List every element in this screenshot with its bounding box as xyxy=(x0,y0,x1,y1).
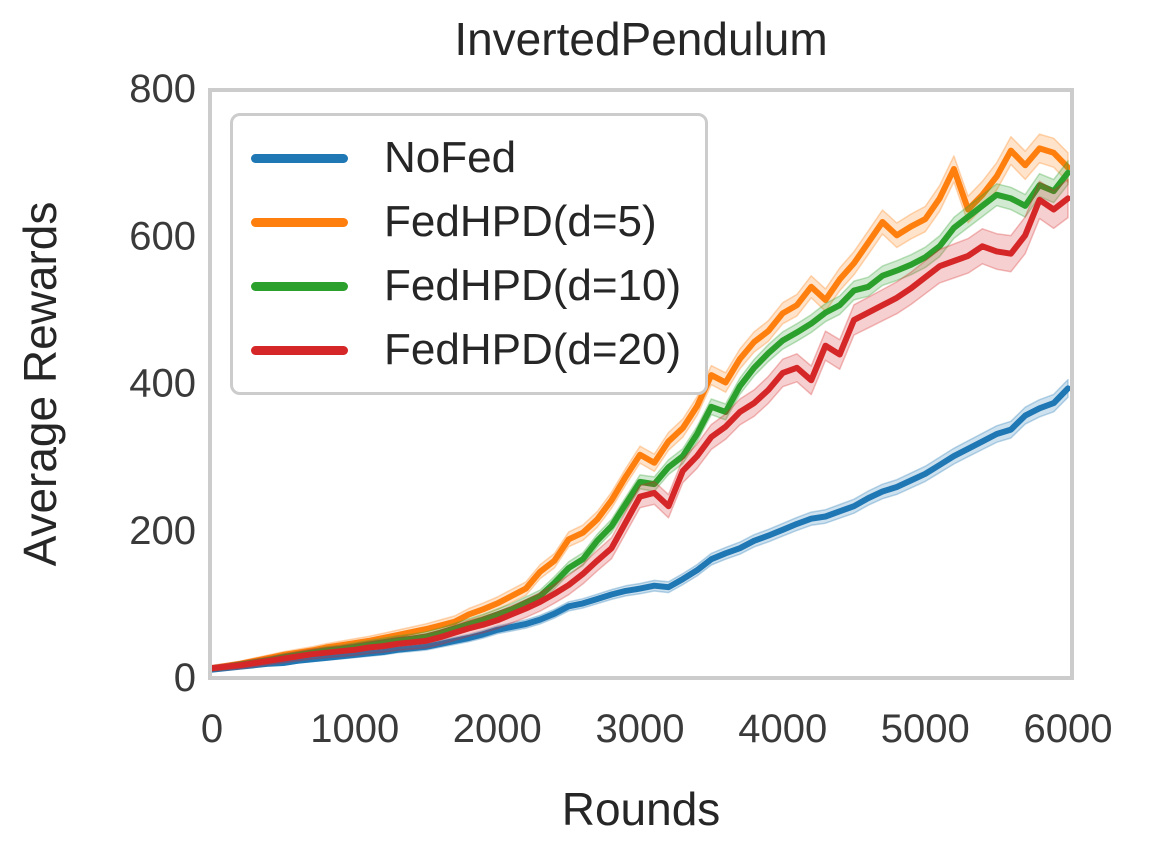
legend-line-swatch xyxy=(251,153,348,163)
y-tick-label: 200 xyxy=(129,509,196,553)
chart-title: InvertedPendulum xyxy=(454,13,828,65)
y-tick-label: 0 xyxy=(174,656,196,700)
legend: NoFed FedHPD(d=5) FedHPD(d=10) FedHPD(d=… xyxy=(230,113,708,395)
legend-label: NoFed xyxy=(384,133,517,182)
legend-line-swatch xyxy=(251,345,348,355)
series-line-FedHPD(d=20) xyxy=(209,195,1071,672)
y-tick-label: 800 xyxy=(129,67,196,111)
confidence-band-FedHPD(d=5) xyxy=(211,133,1069,672)
x-tick-label: 1000 xyxy=(310,707,399,751)
x-axis-label: Rounds xyxy=(561,783,721,835)
x-tick-label: 6000 xyxy=(1024,707,1113,751)
y-tick-label: 600 xyxy=(129,214,196,258)
legend-item-fedhpd-d5: FedHPD(d=5) xyxy=(233,191,705,253)
legend-label: FedHPD(d=5) xyxy=(384,197,657,246)
x-tick-label: 2000 xyxy=(453,707,542,751)
series-line-NoFed xyxy=(209,385,1071,673)
axes-frame xyxy=(208,88,1074,680)
legend-item-fedhpd-d10: FedHPD(d=10) xyxy=(233,255,705,317)
series-line-FedHPD(d=5) xyxy=(209,145,1071,672)
y-tick-label: 400 xyxy=(129,362,196,406)
confidence-band-FedHPD(d=20) xyxy=(211,178,1069,672)
x-tick-label: 3000 xyxy=(596,707,685,751)
legend-label: FedHPD(d=10) xyxy=(384,261,682,310)
confidence-band-NoFed xyxy=(211,378,1069,672)
legend-item-fedhpd-d20: FedHPD(d=20) xyxy=(233,319,705,381)
x-tick-label: 5000 xyxy=(881,707,970,751)
x-tick-label: 4000 xyxy=(738,707,827,751)
legend-item-nofed: NoFed xyxy=(233,127,705,189)
legend-label: FedHPD(d=20) xyxy=(384,325,682,374)
legend-line-swatch xyxy=(251,217,348,227)
legend-line-swatch xyxy=(251,281,348,291)
x-tick-label: 0 xyxy=(201,707,223,751)
